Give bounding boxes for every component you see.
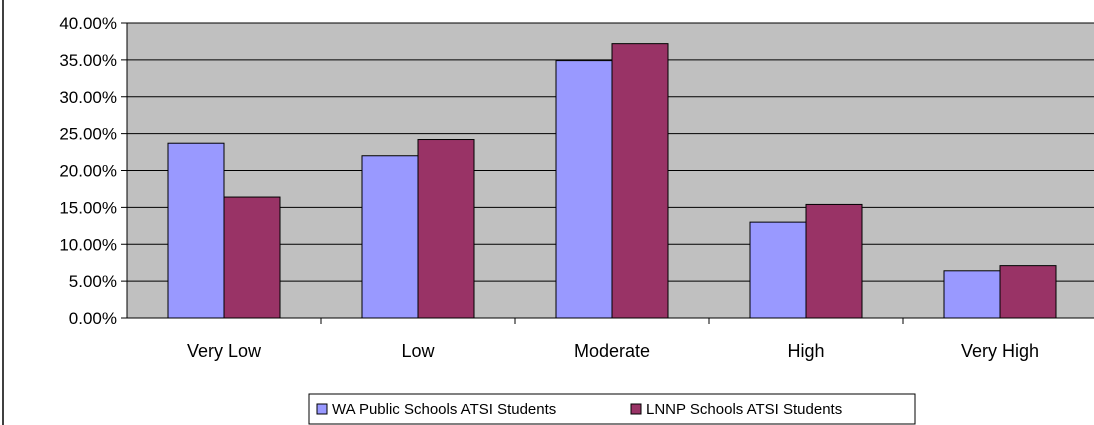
- legend: WA Public Schools ATSI Students LNNP Scho…: [308, 393, 916, 425]
- bar: [611, 43, 669, 319]
- y-tick-label: 5.00%: [69, 272, 117, 291]
- bar: [223, 196, 281, 319]
- bar: [943, 270, 1001, 319]
- bars: [167, 43, 1057, 319]
- bar: [417, 139, 475, 319]
- y-tick-label: 25.00%: [59, 125, 117, 144]
- x-tick-label: Moderate: [574, 341, 650, 361]
- x-tick-label: Low: [401, 341, 435, 361]
- bar: [749, 221, 807, 319]
- x-tick-label: High: [787, 341, 824, 361]
- legend-label: LNNP Schools ATSI Students: [646, 401, 842, 418]
- y-tick-label: 0.00%: [69, 309, 117, 328]
- legend-box: [308, 393, 916, 425]
- axes: [121, 22, 1094, 324]
- y-tick-labels: 0.00% 5.00% 10.00% 15.00% 20.00% 25.00% 30.00%…: [59, 14, 117, 328]
- y-tick-label: 15.00%: [59, 198, 117, 217]
- bar: [555, 60, 613, 319]
- bar: [805, 203, 863, 319]
- y-tick-label: 30.00%: [59, 88, 117, 107]
- bar: [361, 155, 419, 319]
- x-tick-labels: Very Low Low Moderate High Very High: [187, 341, 1039, 361]
- legend-label: WA Public Schools ATSI Students: [332, 401, 556, 418]
- x-tick-label: Very High: [961, 341, 1039, 361]
- y-tick-label: 40.00%: [59, 14, 117, 33]
- y-tick-label: 20.00%: [59, 162, 117, 181]
- y-tick-label: 10.00%: [59, 235, 117, 254]
- x-tick-label: Very Low: [187, 341, 262, 361]
- bar: [999, 265, 1057, 319]
- legend-swatch: [630, 403, 642, 415]
- legend-swatch: [316, 403, 328, 415]
- bar: [167, 142, 225, 319]
- y-tick-label: 35.00%: [59, 51, 117, 70]
